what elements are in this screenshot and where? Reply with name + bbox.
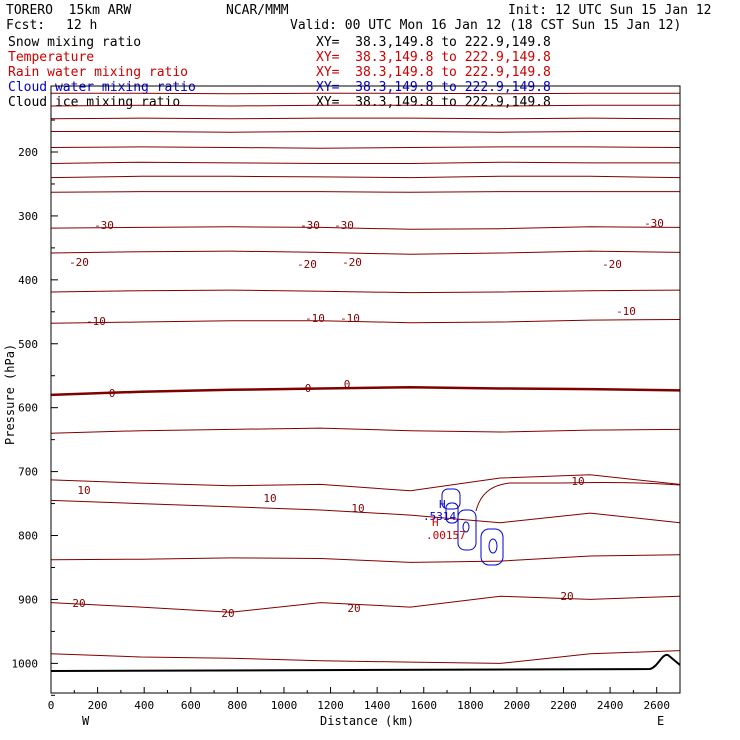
y-tick-label: 900 — [18, 593, 38, 606]
y-tick-label: 200 — [18, 146, 38, 159]
cloud-contours — [441, 488, 504, 566]
field-name-cloud-water: Cloud water mixing ratio — [8, 80, 196, 95]
isotherm-label: 20 — [221, 607, 234, 620]
isotherm-label: 20 — [347, 602, 360, 615]
y-tick-label: 600 — [18, 402, 38, 415]
init-time: Init: 12 UTC Sun 15 Jan 12 — [508, 3, 712, 18]
y-tick-label: 500 — [18, 338, 38, 351]
isotherm-line — [50, 175, 681, 179]
isotherm-line — [51, 92, 680, 95]
x-tick-label: 1800 — [457, 699, 484, 712]
isotherm-label: 10 — [351, 502, 364, 515]
x-tick-label: 2000 — [504, 699, 531, 712]
isotherm-label: -20 — [602, 258, 622, 271]
isotherm-label: 20 — [560, 590, 573, 603]
isotherm-line — [50, 104, 680, 107]
x-tick-label: 1600 — [410, 699, 437, 712]
isotherm-label: -10 — [86, 315, 106, 328]
x-tick-label: 2600 — [643, 699, 670, 712]
x-tick-label: 1200 — [317, 699, 344, 712]
field-xy-temperature: XY= 38.3,149.8 to 222.9,149.8 — [316, 50, 551, 65]
isotherm-line — [50, 427, 681, 434]
valid-time: Valid: 00 UTC Mon 16 Jan 12 (18 CST Sun … — [290, 18, 682, 33]
x-tick-label: 0 — [48, 699, 55, 712]
fcst-value: 12 h — [66, 18, 98, 33]
plot-frame — [50, 85, 681, 694]
y-axis-label: Pressure (hPa) — [3, 344, 17, 445]
isotherm-line — [50, 161, 680, 164]
field-name-snow: Snow mixing ratio — [8, 35, 142, 50]
fcst-label: Fcst: — [6, 18, 46, 33]
isotherm-line — [50, 289, 681, 294]
rain-max-marker: H — [432, 516, 439, 529]
field-xy-snow: XY= 38.3,149.8 to 222.9,149.8 — [316, 35, 551, 50]
field-xy-cloud-water: XY= 38.3,149.8 to 222.9,149.8 — [316, 80, 551, 95]
cloud-water-contour — [457, 509, 477, 551]
isotherm-label: -20 — [69, 256, 89, 269]
isotherm-label: 10 — [263, 492, 276, 505]
isotherm-line — [50, 474, 681, 492]
isotherm-line — [50, 554, 681, 563]
warm-front-isotherm — [475, 481, 681, 512]
cloud-water-contour — [480, 528, 504, 566]
isotherm-label: 0 — [109, 387, 116, 400]
model-title: TORERO 15km ARW — [6, 3, 132, 18]
x-tick-label: 800 — [227, 699, 247, 712]
isotherm-line — [50, 191, 680, 193]
isotherm-label: 0 — [305, 382, 312, 395]
x-tick-label: 2200 — [550, 699, 577, 712]
x-tick-label: 2400 — [597, 699, 624, 712]
isotherm-line — [50, 650, 681, 664]
rain-max-value: .00157 — [426, 529, 466, 542]
cloud-water-max-value: .5314 — [423, 510, 456, 523]
isotherm-label: 0 — [344, 378, 351, 391]
field-name-rain: Rain water mixing ratio — [8, 65, 189, 80]
isotherm-line — [50, 117, 681, 120]
y-tick-label: 400 — [18, 274, 38, 287]
isotherm-label: -10 — [305, 312, 325, 325]
isotherm-line — [50, 250, 681, 255]
isotherm-line — [50, 595, 681, 613]
isotherm-line — [50, 146, 681, 149]
x-axis-label: Distance (km) — [320, 714, 414, 728]
isotherm-label: 10 — [77, 484, 90, 497]
isotherm-line — [50, 499, 681, 524]
cloud-water-contour — [445, 502, 459, 524]
x-tick-label: 400 — [134, 699, 154, 712]
cloud-water-max-marker: H — [439, 498, 446, 511]
isotherm-label: -30 — [94, 219, 114, 232]
cloud-water-contour — [462, 521, 470, 533]
x-tick-label: 1400 — [364, 699, 391, 712]
isotherm-label: -30 — [644, 217, 664, 230]
y-tick-label: 800 — [18, 530, 38, 543]
x-tick-label: 600 — [181, 699, 201, 712]
isotherm-label: -10 — [340, 312, 360, 325]
x-tick-label: 200 — [88, 699, 108, 712]
cloud-water-contour — [488, 538, 498, 554]
cloud-water-contour — [441, 488, 461, 510]
isotherm-label: 10 — [571, 475, 584, 488]
west-label: W — [82, 714, 90, 728]
field-name-temperature: Temperature — [8, 50, 95, 65]
y-tick-label: 700 — [18, 466, 38, 479]
east-label: E — [657, 714, 664, 728]
isotherm-line — [51, 131, 680, 133]
isotherm-line — [50, 319, 681, 324]
field-xy-rain: XY= 38.3,149.8 to 222.9,149.8 — [316, 65, 551, 80]
isotherm-series-group — [50, 92, 681, 664]
y-tick-label: 1000 — [12, 657, 39, 670]
isotherm-label: -10 — [616, 305, 636, 318]
isotherm-label: -30 — [334, 219, 354, 232]
isotherm-label: 20 — [72, 597, 85, 610]
isotherm-label: -20 — [297, 258, 317, 271]
isotherm-line — [50, 385, 681, 397]
isotherm-line — [50, 226, 681, 230]
org-label: NCAR/MMM — [226, 3, 289, 18]
isotherm-label: -30 — [300, 219, 320, 232]
x-tick-label: 1000 — [271, 699, 298, 712]
terrain-surface-line — [50, 653, 681, 673]
y-tick-label: 300 — [18, 210, 38, 223]
isotherm-label: -20 — [342, 256, 362, 269]
